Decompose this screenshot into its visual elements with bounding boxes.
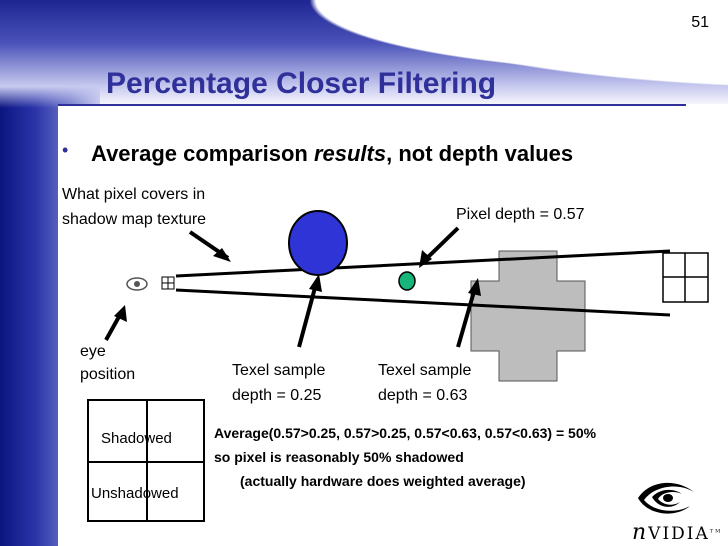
unshadowed-label: Unshadowed	[91, 485, 179, 502]
sample2-label-line2: depth = 0.63	[378, 387, 468, 404]
eye-label-line2: position	[80, 366, 136, 383]
slide-header-curve	[100, 0, 728, 108]
nvidia-tm: TM	[709, 528, 723, 535]
title-underline	[58, 104, 686, 106]
slide-title: Percentage Closer Filtering	[106, 67, 497, 100]
table-vertical-divider	[146, 401, 148, 520]
pixel-depth-label: Pixel depth = 0.57	[456, 206, 585, 223]
frustum-bottom-line	[175, 288, 671, 317]
explanation-line2: so pixel is reasonably 50% shadowed	[214, 449, 464, 465]
table-horizontal-divider	[89, 461, 203, 463]
covers-label-line1: What pixel covers in	[62, 186, 206, 203]
sample1-arrow-head	[309, 274, 322, 292]
covers-arrow-head	[213, 248, 231, 262]
pixel-grid-icon	[161, 276, 175, 290]
sample2-arrow	[456, 287, 477, 348]
eye-arrow-head	[114, 305, 127, 322]
texel-grid-icon	[662, 252, 709, 303]
pixel-depth-arrow	[423, 226, 460, 262]
bullet-emphasis: results	[313, 141, 387, 166]
eye-icon	[126, 277, 148, 291]
pixel-depth-arrow-head	[419, 250, 432, 268]
sample1-arrow	[297, 283, 318, 348]
pixel-dot	[398, 271, 416, 291]
sample2-arrow-head	[468, 278, 481, 296]
eye-label-line1: eye	[80, 343, 106, 360]
sample1-label-line1: Texel sample	[232, 362, 326, 379]
depth-cross-occluder	[470, 250, 586, 382]
sample2-label-line1: Texel sample	[378, 362, 472, 379]
explanation-line1: Average(0.57>0.25, 0.57>0.25, 0.57<0.63,…	[214, 425, 597, 441]
explanation-line3: (actually hardware does weighted average…	[240, 473, 526, 489]
nvidia-eye-icon	[638, 482, 694, 514]
nvidia-wordmark: nVIDIATM	[632, 520, 722, 545]
bullet-dot-icon: •	[62, 140, 69, 160]
slide-content-area	[58, 104, 728, 546]
nvidia-rest: VIDIA	[648, 524, 710, 544]
bullet-text: Average comparison results, not depth va…	[91, 141, 573, 167]
sample1-label-line2: depth = 0.25	[232, 387, 322, 404]
bullet-prefix: Average comparison	[91, 141, 314, 166]
occluder-sphere	[288, 210, 348, 276]
shadowed-label: Shadowed	[101, 430, 172, 447]
result-table	[87, 399, 205, 522]
bullet-suffix: , not depth values	[386, 141, 574, 166]
nvidia-n: n	[632, 520, 649, 545]
covers-label-line2: shadow map texture	[62, 211, 207, 228]
cross-shape	[470, 250, 586, 382]
slide-number: 51	[691, 14, 709, 31]
